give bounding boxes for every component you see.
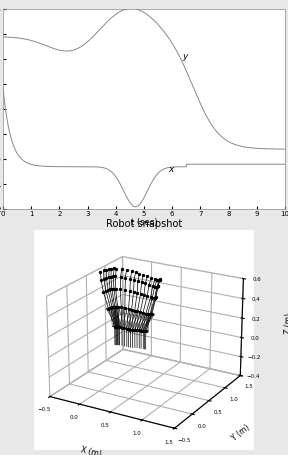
Text: x: x [168, 165, 173, 174]
Title: Robot snapshot: Robot snapshot [106, 219, 182, 229]
Text: y: y [182, 52, 187, 61]
X-axis label: t (sec): t (sec) [131, 218, 157, 227]
X-axis label: X (m): X (m) [79, 445, 102, 455]
Text: (d): (d) [137, 253, 151, 263]
Y-axis label: Y (m): Y (m) [230, 424, 252, 443]
